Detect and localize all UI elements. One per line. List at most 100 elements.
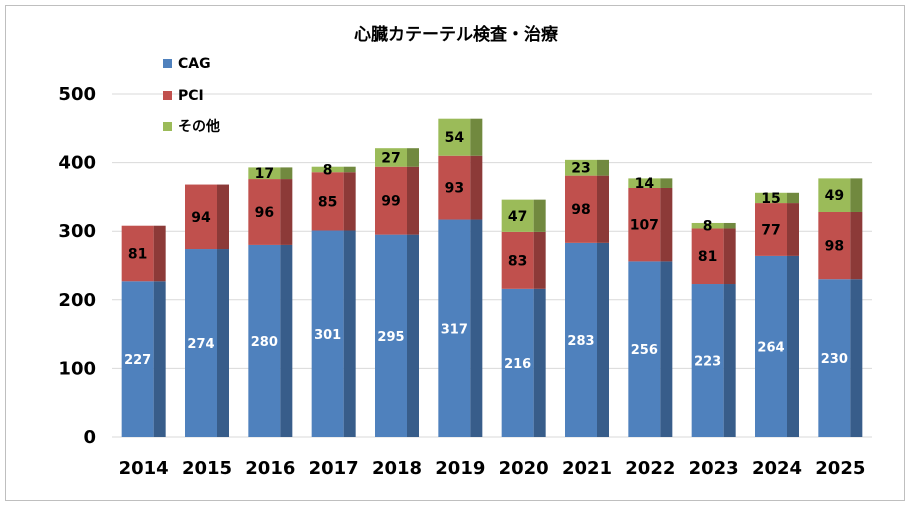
data-label: 85 bbox=[318, 194, 337, 210]
bar-side-CAG-2018 bbox=[407, 234, 419, 437]
bar-PCI-2016 bbox=[248, 179, 281, 245]
bar-その他-2019 bbox=[438, 118, 471, 156]
data-label: 8 bbox=[323, 162, 333, 178]
data-label: 77 bbox=[761, 222, 780, 238]
bar-その他-2025 bbox=[818, 178, 851, 212]
data-label: 280 bbox=[251, 335, 278, 350]
data-label: 81 bbox=[698, 249, 717, 265]
bar-side-その他-2016 bbox=[280, 167, 293, 180]
bar-PCI-2023 bbox=[691, 228, 724, 285]
bar-その他-2023 bbox=[691, 222, 724, 229]
bar-side-その他-2017 bbox=[343, 166, 356, 173]
bar-side-CAG-2015 bbox=[217, 249, 229, 437]
x-tick-label: 2022 bbox=[625, 458, 675, 479]
data-label: 15 bbox=[761, 191, 780, 207]
bar-CAG-2017 bbox=[311, 230, 344, 437]
bar-side-CAG-2025 bbox=[850, 279, 863, 437]
x-tick-label: 2021 bbox=[562, 458, 612, 479]
y-tick-label: 400 bbox=[58, 153, 96, 174]
bar-その他-2017 bbox=[311, 166, 344, 173]
bar-その他-2024 bbox=[755, 192, 787, 204]
x-tick-label: 2015 bbox=[182, 458, 232, 479]
bar-CAG-2021 bbox=[565, 242, 597, 437]
data-label: 230 bbox=[821, 352, 848, 367]
legend: CAG PCI その他 bbox=[163, 56, 220, 135]
y-axis-ticks: 0 100 200 300 400 500 bbox=[58, 84, 96, 448]
data-label: 83 bbox=[508, 253, 527, 269]
x-tick-label: 2025 bbox=[815, 458, 865, 479]
x-tick-label: 2017 bbox=[309, 458, 359, 479]
x-tick-label: 2016 bbox=[245, 458, 295, 479]
bar-PCI-2025 bbox=[818, 211, 851, 280]
legend-label: PCI bbox=[178, 88, 204, 104]
bar-side-PCI-2018 bbox=[407, 166, 419, 235]
data-label: 216 bbox=[504, 357, 531, 372]
bar-PCI-2024 bbox=[755, 203, 787, 256]
bar-side-その他-2022 bbox=[660, 178, 673, 188]
legend-label: その他 bbox=[178, 118, 220, 135]
bar-その他-2021 bbox=[565, 159, 597, 176]
bar-side-CAG-2022 bbox=[660, 261, 673, 437]
bar-side-PCI-2025 bbox=[850, 211, 863, 280]
data-label: 295 bbox=[377, 330, 404, 345]
data-label: 17 bbox=[255, 166, 274, 182]
data-label: 317 bbox=[441, 322, 468, 337]
y-tick-label: 200 bbox=[58, 290, 96, 311]
bar-PCI-2015 bbox=[185, 184, 217, 250]
chart-title: 心臓カテーテル検査・治療 bbox=[354, 24, 559, 45]
bar-side-CAG-2016 bbox=[280, 244, 293, 437]
bar-side-その他-2024 bbox=[787, 192, 799, 204]
bar-PCI-2017 bbox=[311, 172, 344, 231]
bar-PCI-2021 bbox=[565, 175, 597, 243]
bar-side-PCI-2024 bbox=[787, 203, 799, 256]
bar-side-CAG-2017 bbox=[343, 230, 356, 437]
bar-その他-2022 bbox=[628, 178, 661, 188]
bar-CAG-2023 bbox=[691, 284, 724, 437]
legend-label: CAG bbox=[178, 56, 211, 72]
bar-side-CAG-2021 bbox=[597, 242, 609, 437]
bar-CAG-2019 bbox=[438, 219, 471, 437]
bar-side-PCI-2023 bbox=[723, 228, 736, 285]
data-label: 227 bbox=[124, 353, 151, 368]
data-label: 27 bbox=[381, 150, 400, 166]
bar-その他-2018 bbox=[375, 148, 407, 167]
data-label: 14 bbox=[635, 176, 655, 192]
data-label: 96 bbox=[255, 205, 274, 221]
y-tick-label: 300 bbox=[58, 221, 96, 242]
bar-side-CAG-2020 bbox=[533, 288, 546, 437]
bar-CAG-2016 bbox=[248, 244, 281, 437]
bar-CAG-2024 bbox=[755, 255, 787, 437]
bar-side-その他-2023 bbox=[723, 222, 736, 229]
data-label: 107 bbox=[630, 218, 659, 234]
bar-CAG-2015 bbox=[185, 249, 217, 437]
data-label: 81 bbox=[128, 246, 147, 262]
legend-swatch-その他 bbox=[163, 122, 172, 131]
data-label: 93 bbox=[445, 181, 464, 197]
x-tick-label: 2023 bbox=[689, 458, 739, 479]
bar-CAG-2022 bbox=[628, 261, 661, 437]
data-label: 223 bbox=[694, 355, 721, 370]
data-label: 99 bbox=[381, 194, 400, 210]
bar-side-CAG-2023 bbox=[723, 284, 736, 437]
bar-side-CAG-2014 bbox=[153, 281, 166, 437]
bar-PCI-2014 bbox=[121, 225, 154, 282]
bar-side-その他-2018 bbox=[407, 148, 419, 167]
bars: 227 81 274 94 280 96 17 301 85 8 295 99 27 317 93 54 216… bbox=[121, 118, 863, 437]
bar-PCI-2018 bbox=[375, 166, 407, 235]
bar-その他-2016 bbox=[248, 167, 281, 180]
bar-CAG-2014 bbox=[121, 281, 154, 437]
bar-side-PCI-2017 bbox=[343, 172, 356, 231]
gridlines bbox=[112, 93, 872, 438]
data-label: 98 bbox=[825, 239, 844, 255]
bar-PCI-2020 bbox=[501, 231, 534, 289]
data-label: 54 bbox=[445, 130, 465, 146]
bar-CAG-2025 bbox=[818, 279, 851, 437]
data-label: 23 bbox=[571, 161, 590, 177]
x-axis-ticks: 2014 2015 2016 2017 2018 2019 2020 2021 2022 2023… bbox=[119, 458, 866, 479]
data-label: 94 bbox=[191, 210, 211, 226]
data-label: 47 bbox=[508, 209, 527, 225]
bar-PCI-2022 bbox=[628, 187, 661, 262]
bar-side-CAG-2024 bbox=[787, 255, 799, 437]
bar-side-PCI-2020 bbox=[533, 231, 546, 289]
